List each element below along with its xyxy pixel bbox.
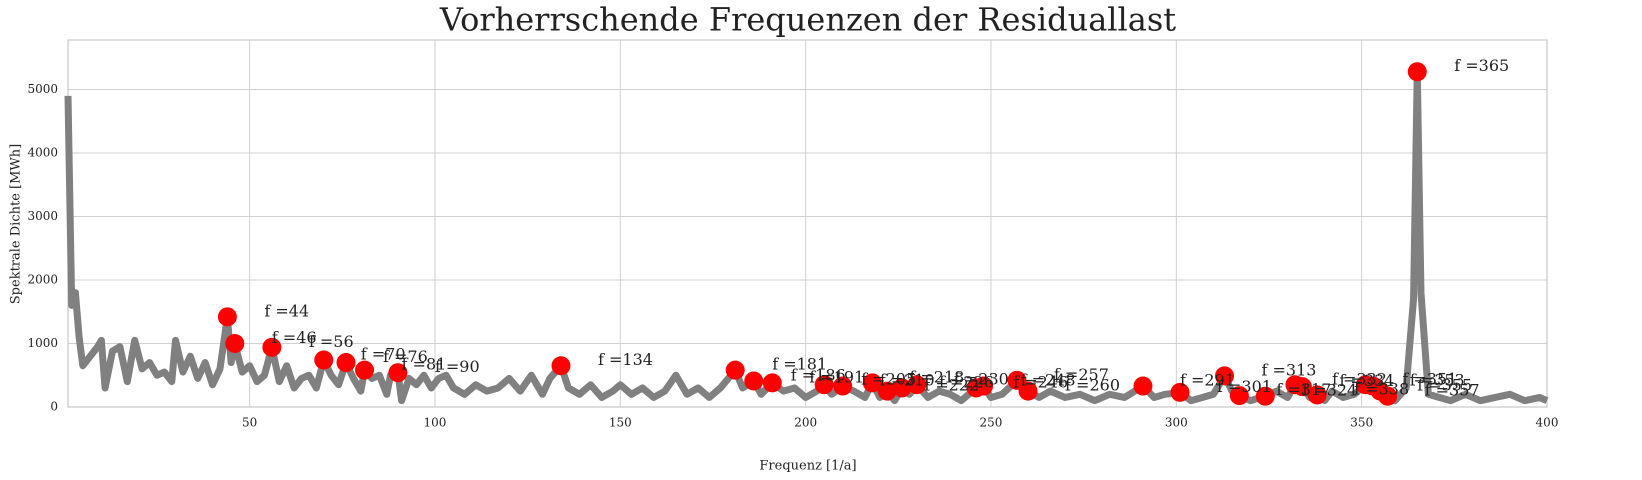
- peak-marker: [551, 356, 571, 376]
- peak-marker: [1307, 385, 1327, 405]
- peak-marker: [1407, 62, 1427, 82]
- peak-marker: [388, 363, 408, 383]
- x-tick-label: 250: [980, 416, 1003, 430]
- peak-marker: [355, 360, 375, 380]
- peak-marker: [744, 371, 764, 391]
- peak-annotation: f =205: [861, 369, 916, 388]
- peak-marker: [725, 360, 745, 380]
- x-tick-label: 350: [1350, 416, 1373, 430]
- peak-annotation: f =70: [361, 345, 406, 364]
- peak-annotation: f =313: [1262, 360, 1317, 379]
- peak-marker: [877, 381, 897, 401]
- peak-marker: [862, 373, 882, 393]
- chart-title: Vorherrschende Frequenzen der Residualla…: [439, 1, 1176, 39]
- peak-annotation: f =334: [1339, 371, 1394, 390]
- y-tick-label: 5000: [27, 82, 58, 96]
- peak-annotation: f =46: [272, 328, 317, 347]
- x-tick-label: 200: [794, 416, 817, 430]
- peak-annotation: f =353: [1410, 371, 1465, 390]
- peak-marker: [225, 334, 245, 354]
- peak-annotation: f =365: [1454, 56, 1509, 75]
- peak-annotation: f =324: [1302, 381, 1357, 400]
- plot-frame: [67, 39, 1548, 408]
- peak-annotation: f =355: [1417, 376, 1472, 395]
- peak-marker: [974, 376, 994, 396]
- peak-marker: [833, 376, 853, 396]
- peak-marker: [217, 307, 237, 327]
- peak-marker: [762, 373, 782, 393]
- y-tick-label: 0: [50, 400, 58, 414]
- peak-marker: [814, 375, 834, 395]
- y-tick-label: 4000: [27, 146, 58, 160]
- peak-annotation: f =181: [772, 355, 827, 374]
- peak-annotation: f =260: [1065, 376, 1120, 395]
- peak-marker: [1255, 386, 1275, 406]
- y-tick-label: 3000: [27, 209, 58, 223]
- peak-annotation: f =248: [1021, 371, 1076, 390]
- peak-marker: [1170, 382, 1190, 402]
- peak-marker: [1215, 366, 1235, 386]
- spectrum-line: [64, 68, 1549, 405]
- peak-annotation: f =44: [264, 301, 309, 320]
- peak-annotation: f =226: [939, 372, 994, 391]
- x-tick-label: 400: [1536, 416, 1559, 430]
- peak-marker: [1229, 386, 1249, 406]
- peak-annotation: f =218: [909, 367, 964, 386]
- peak-annotation: f =186: [791, 365, 846, 384]
- peak-annotation: f =191: [809, 367, 864, 386]
- peak-marker: [314, 350, 334, 370]
- peak-marker: [262, 337, 282, 357]
- peak-annotation: f =90: [435, 357, 480, 376]
- y-axis-label: Spektrale Dichte [MWh]: [9, 144, 24, 304]
- peak-annotation: f =230: [954, 369, 1009, 388]
- peak-marker: [1292, 377, 1312, 397]
- x-tick-label: 150: [609, 416, 632, 430]
- peak-annotation: f =134: [598, 350, 653, 369]
- peak-annotation: f =76: [383, 347, 428, 366]
- y-tick-label: 2000: [27, 273, 58, 287]
- peak-annotation: f =257: [1054, 365, 1109, 384]
- peak-annotation: f =357: [1425, 381, 1480, 400]
- peak-annotation: f =291: [1180, 371, 1235, 390]
- x-tick-label: 300: [1165, 416, 1188, 430]
- peak-annotation: f =81: [402, 355, 447, 374]
- peak-marker: [892, 378, 912, 398]
- peak-annotation: f =332: [1332, 369, 1387, 388]
- peak-annotation: f =246: [1013, 372, 1068, 391]
- peak-annotation: f =351: [1402, 369, 1457, 388]
- x-tick-label: 50: [242, 416, 257, 430]
- peak-annotation: f =338: [1354, 379, 1409, 398]
- peak-marker: [1018, 381, 1038, 401]
- peak-annotation: f =301: [1217, 377, 1272, 396]
- peak-marker: [1378, 386, 1398, 406]
- peak-annotation: f =210: [880, 371, 935, 390]
- y-tick-label: 1000: [27, 336, 58, 350]
- peak-marker: [907, 375, 927, 395]
- peak-marker: [336, 353, 356, 373]
- x-tick-label: 100: [424, 416, 447, 430]
- peak-marker: [1133, 376, 1153, 396]
- peak-annotation: f =222: [924, 376, 979, 395]
- x-axis-label: Frequenz [1/a]: [759, 459, 856, 474]
- peak-annotation: f =317: [1276, 380, 1331, 399]
- peak-annotation: f =56: [309, 332, 354, 351]
